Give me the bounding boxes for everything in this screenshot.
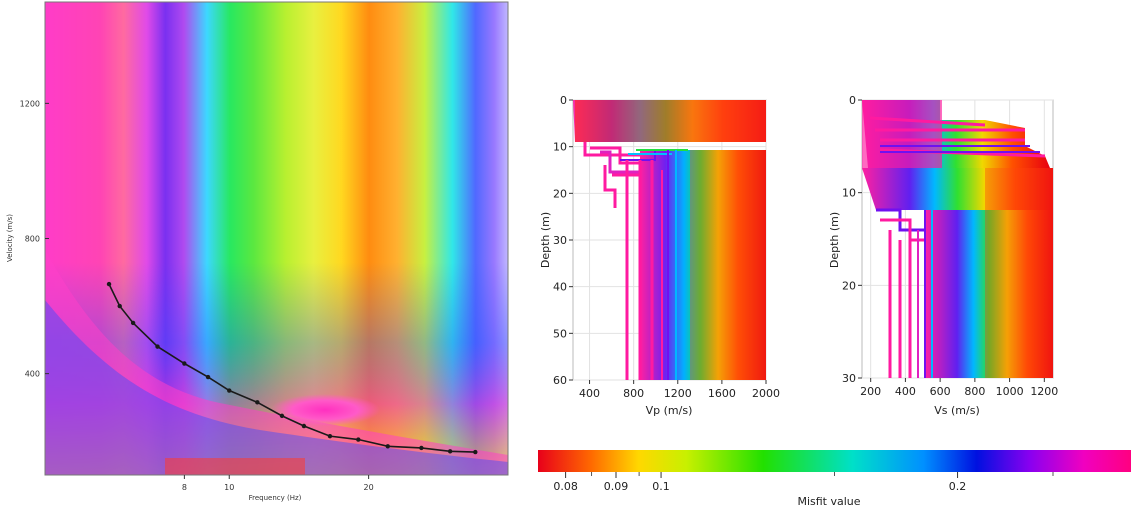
- y-tick-label: 0: [849, 94, 856, 107]
- y-tick-label: 30: [842, 372, 856, 385]
- y-tick-label: 10: [553, 141, 567, 154]
- picked-curve-point: [301, 423, 307, 429]
- dispersion-x-tick-label: 10: [224, 483, 234, 492]
- vp-y-axis-label: Depth (m): [539, 212, 552, 268]
- dispersion-heatmap: [45, 2, 508, 475]
- x-tick-label: 200: [860, 385, 881, 398]
- y-tick-label: 0: [560, 94, 567, 107]
- picked-curve-point: [182, 361, 187, 366]
- vp-x-axis-label: Vp (m/s): [646, 404, 693, 417]
- x-tick-label: 800: [964, 385, 985, 398]
- vs-profile-panel: 200 400 600 800 1000 1200 0 10 20 30 Vs (m/s) Dep…: [828, 94, 1058, 417]
- vs-y-axis-label: Depth (m): [828, 212, 841, 268]
- vs-x-axis-label: Vs (m/s): [934, 404, 980, 417]
- y-tick-label: 10: [842, 187, 856, 200]
- dispersion-y-tick-label: 1200: [20, 99, 40, 108]
- picked-curve-point: [419, 445, 424, 451]
- x-tick-label: 800: [623, 387, 644, 400]
- y-tick-label: 60: [553, 374, 567, 387]
- x-tick-label: 400: [579, 387, 600, 400]
- dispersion-x-axis-label: Frequency (Hz): [249, 494, 302, 502]
- picked-curve-point: [356, 437, 361, 442]
- picked-curve-point: [227, 388, 232, 393]
- picked-dispersion-curve: [106, 281, 478, 455]
- dispersion-x-ticks: 8 10 20: [182, 475, 374, 492]
- y-tick-label: 50: [553, 327, 567, 340]
- picked-curve-point: [106, 281, 112, 287]
- picked-curve-point: [473, 449, 478, 455]
- colorbar-tick-label: 0.08: [553, 480, 578, 493]
- y-tick-label: 40: [553, 281, 567, 294]
- colorbar-ticks: 0.08 0.09 0.1 0.2: [553, 472, 1054, 493]
- picked-curve-point: [255, 400, 260, 405]
- picked-curve-point: [279, 413, 285, 419]
- dispersion-y-axis-label: Velocity (m/s): [6, 214, 14, 262]
- colorbar-tick-label: 0.09: [604, 480, 629, 493]
- x-tick-label: 2000: [752, 387, 780, 400]
- x-tick-label: 600: [930, 385, 951, 398]
- picked-curve-point: [385, 444, 390, 449]
- picked-curve-point: [327, 433, 333, 439]
- colorbar-tick-label: 0.1: [652, 480, 670, 493]
- y-tick-label: 30: [553, 234, 567, 247]
- picked-curve-point: [117, 303, 122, 309]
- x-tick-label: 1200: [664, 387, 692, 400]
- vs-model-ensemble: [862, 100, 1053, 378]
- y-tick-label: 20: [842, 279, 856, 292]
- colorbar-tick-label: 0.2: [949, 480, 967, 493]
- misfit-colorbar: 0.08 0.09 0.1 0.2 Misfit value: [538, 450, 1131, 508]
- x-tick-label: 1200: [1030, 385, 1058, 398]
- dispersion-y-ticks: 400 800 1200: [20, 99, 49, 379]
- dispersion-y-tick-label: 400: [25, 370, 40, 379]
- dispersion-x-tick-label: 8: [182, 483, 187, 492]
- x-tick-label: 1600: [708, 387, 736, 400]
- picked-curve-point: [447, 449, 453, 454]
- picked-curve-point: [205, 374, 211, 380]
- dispersion-panel: 400 800 1200 8 10 20 Frequency (Hz) Velocity…: [6, 1, 509, 502]
- x-tick-label: 400: [895, 385, 916, 398]
- vp-model-ensemble: [573, 100, 766, 380]
- y-tick-label: 20: [553, 187, 567, 200]
- picked-curve-point: [155, 344, 160, 349]
- x-tick-label: 1000: [996, 385, 1024, 398]
- dispersion-y-tick-label: 800: [25, 235, 40, 244]
- dispersion-x-tick-label: 20: [364, 483, 374, 492]
- colorbar-gradient: [538, 450, 1131, 472]
- vp-profile-panel: 400 800 1200 1600 2000 0 10 20 30 40 50 60 Vp (m/s)…: [539, 94, 780, 417]
- picked-curve-point: [130, 320, 136, 326]
- picked-curve-line: [108, 283, 476, 453]
- colorbar-label: Misfit value: [797, 495, 860, 508]
- vs-ticks: 200 400 600 800 1000 1200 0 10 20 30: [842, 94, 1058, 398]
- vp-ticks: 400 800 1200 1600 2000 0 10 20 30 40 50 60: [553, 94, 780, 400]
